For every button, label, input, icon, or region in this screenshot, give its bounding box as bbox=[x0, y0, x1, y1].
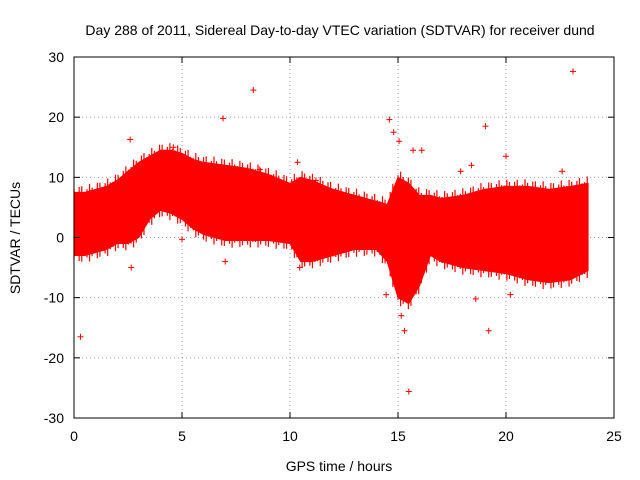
data-band bbox=[73, 143, 589, 310]
x-tick-label: 10 bbox=[282, 428, 298, 444]
y-tick-label: -30 bbox=[44, 410, 64, 426]
y-tick-label: 20 bbox=[48, 109, 64, 125]
outlier-points bbox=[77, 68, 576, 395]
x-tick-label: 0 bbox=[70, 428, 78, 444]
y-tick-label: -20 bbox=[44, 350, 64, 366]
y-tick-label: -10 bbox=[44, 290, 64, 306]
x-tick-label: 5 bbox=[178, 428, 186, 444]
x-tick-label: 15 bbox=[390, 428, 406, 444]
y-tick-label: 0 bbox=[56, 230, 64, 246]
y-axis-label: SDTVAR / TECUs bbox=[7, 182, 23, 294]
x-tick-label: 25 bbox=[606, 428, 622, 444]
x-tick-label: 20 bbox=[498, 428, 514, 444]
x-axis-label: GPS time / hours bbox=[286, 458, 393, 474]
y-tick-label: 10 bbox=[48, 169, 64, 185]
y-axis-ticks: -30 -20 -10 0 10 20 30 bbox=[44, 49, 614, 426]
chart-title: Day 288 of 2011, Sidereal Day-to-day VTE… bbox=[85, 22, 594, 38]
x-axis-ticks: 0 5 10 15 20 25 bbox=[70, 57, 622, 444]
y-tick-label: 30 bbox=[48, 49, 64, 65]
